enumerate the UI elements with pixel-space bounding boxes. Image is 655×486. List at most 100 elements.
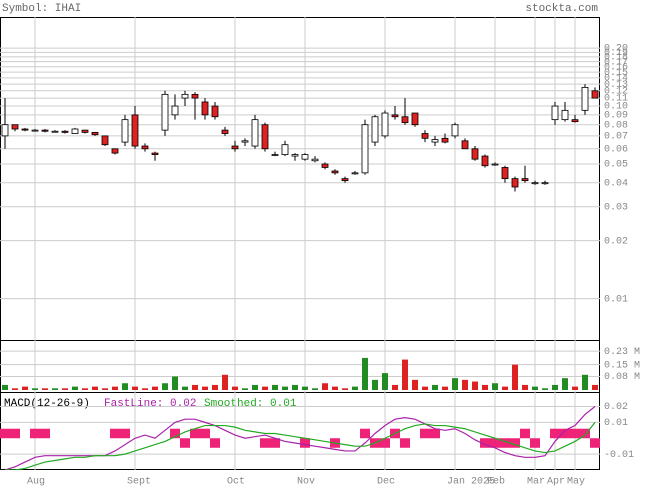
histogram-bar <box>200 428 210 439</box>
candle-body <box>161 93 169 131</box>
volume-bar <box>222 374 228 390</box>
x-tick-label: Nov <box>297 477 315 486</box>
volume-bar <box>212 384 218 390</box>
candle-body <box>1 124 9 137</box>
candle-body <box>131 114 139 147</box>
volume-bar <box>412 379 418 390</box>
volume-bar <box>282 386 288 390</box>
legend-entry: FastLine: 0.02 <box>104 398 196 410</box>
panel <box>2 357 598 390</box>
y-tick-label: 0.04 <box>604 178 628 189</box>
volume-bar <box>72 386 78 390</box>
y-tick-label: 0.12 <box>604 86 628 97</box>
y-tick-label: 0.14 <box>604 74 628 85</box>
candle-body <box>241 140 249 143</box>
volume-bar <box>132 386 138 390</box>
volume-bar <box>592 384 598 390</box>
candle-body <box>101 135 109 146</box>
candle-body <box>431 139 439 143</box>
volume-bar <box>102 388 108 390</box>
volume-bar <box>172 376 178 390</box>
volume-bar <box>522 384 528 390</box>
y-tick-label: 0.02 <box>604 402 628 413</box>
candle-body <box>411 112 419 126</box>
y-tick-label: 0.18 <box>604 53 628 64</box>
histogram-bar <box>480 438 490 448</box>
candle-body <box>141 145 149 150</box>
candle-body <box>181 93 189 99</box>
volume-bar <box>82 388 88 390</box>
volume-bar <box>422 386 428 390</box>
volume-bar <box>582 374 588 390</box>
x-tick-label: Aug <box>27 477 45 486</box>
candle-body <box>231 145 239 150</box>
histogram-bar <box>30 428 40 439</box>
volume-bar <box>402 359 408 390</box>
histogram-bar <box>430 428 440 439</box>
candle-body <box>121 119 129 143</box>
volume-bar <box>372 379 378 390</box>
volume-bar <box>362 357 368 390</box>
y-tick-label: 0.01 <box>604 294 628 305</box>
candle-body <box>251 119 259 147</box>
histogram-bar <box>400 438 410 448</box>
volume-bar <box>32 388 38 390</box>
histogram-bar <box>180 438 190 448</box>
volume-bar <box>462 379 468 390</box>
y-tick-label: 0.15 <box>604 68 628 79</box>
candle-body <box>361 124 369 174</box>
candle-body <box>291 154 299 157</box>
candle-body <box>581 86 589 111</box>
histogram-bar <box>500 438 510 448</box>
histogram-bar <box>40 428 50 439</box>
candle-body <box>81 129 89 133</box>
x-tick-label: Oct <box>227 477 245 486</box>
histogram-bar <box>110 428 120 439</box>
candle-body <box>381 112 389 137</box>
y-tick-label: 0.19 <box>604 48 628 59</box>
volume-bar <box>312 388 318 390</box>
histogram-bar <box>300 438 310 448</box>
volume-bar <box>252 384 258 390</box>
candle-body <box>111 148 119 154</box>
candle-body <box>441 137 449 143</box>
candle-body <box>201 101 209 116</box>
volume-bar <box>382 373 388 390</box>
volume-bar <box>22 386 28 390</box>
volume-bar <box>322 383 328 390</box>
volume-bar <box>202 386 208 390</box>
candle-body <box>331 170 339 174</box>
histogram-bar <box>510 438 520 448</box>
y-tick-label: 0.05 <box>604 160 628 171</box>
candle-body <box>51 130 59 133</box>
y-tick-label: 0.15 M <box>604 360 640 371</box>
volume-bar <box>572 386 578 390</box>
y-tick-label: 0.01 <box>604 418 628 429</box>
y-tick-label: 0.08 M <box>604 372 640 383</box>
candle-body <box>531 182 539 185</box>
candle-body <box>21 128 29 131</box>
volume-bar <box>92 386 98 390</box>
x-tick-label: May <box>567 477 585 486</box>
legend-entry: Smoothed: 0.01 <box>204 398 297 410</box>
candle-body <box>221 129 229 134</box>
macd-title: MACD(12-26-9) <box>4 398 90 410</box>
candle-body <box>501 167 509 180</box>
histogram-bar <box>270 438 280 448</box>
x-tick-label: Dec <box>377 477 395 486</box>
volume-bar <box>432 384 438 390</box>
volume-bar <box>292 384 298 390</box>
volume-bar <box>452 378 458 390</box>
candle-body <box>31 129 39 132</box>
candle-body <box>571 119 579 123</box>
y-tick-label: 0.23 M <box>604 347 640 358</box>
y-tick-label: 0.08 <box>604 120 628 131</box>
volume-bar <box>342 388 348 390</box>
volume-bar <box>392 384 398 390</box>
panel <box>0 406 600 470</box>
histogram-bar <box>10 428 20 439</box>
volume-bar <box>12 388 18 390</box>
site: stockta.com <box>525 3 598 15</box>
candle-body <box>41 129 49 132</box>
volume-bar <box>502 386 508 390</box>
